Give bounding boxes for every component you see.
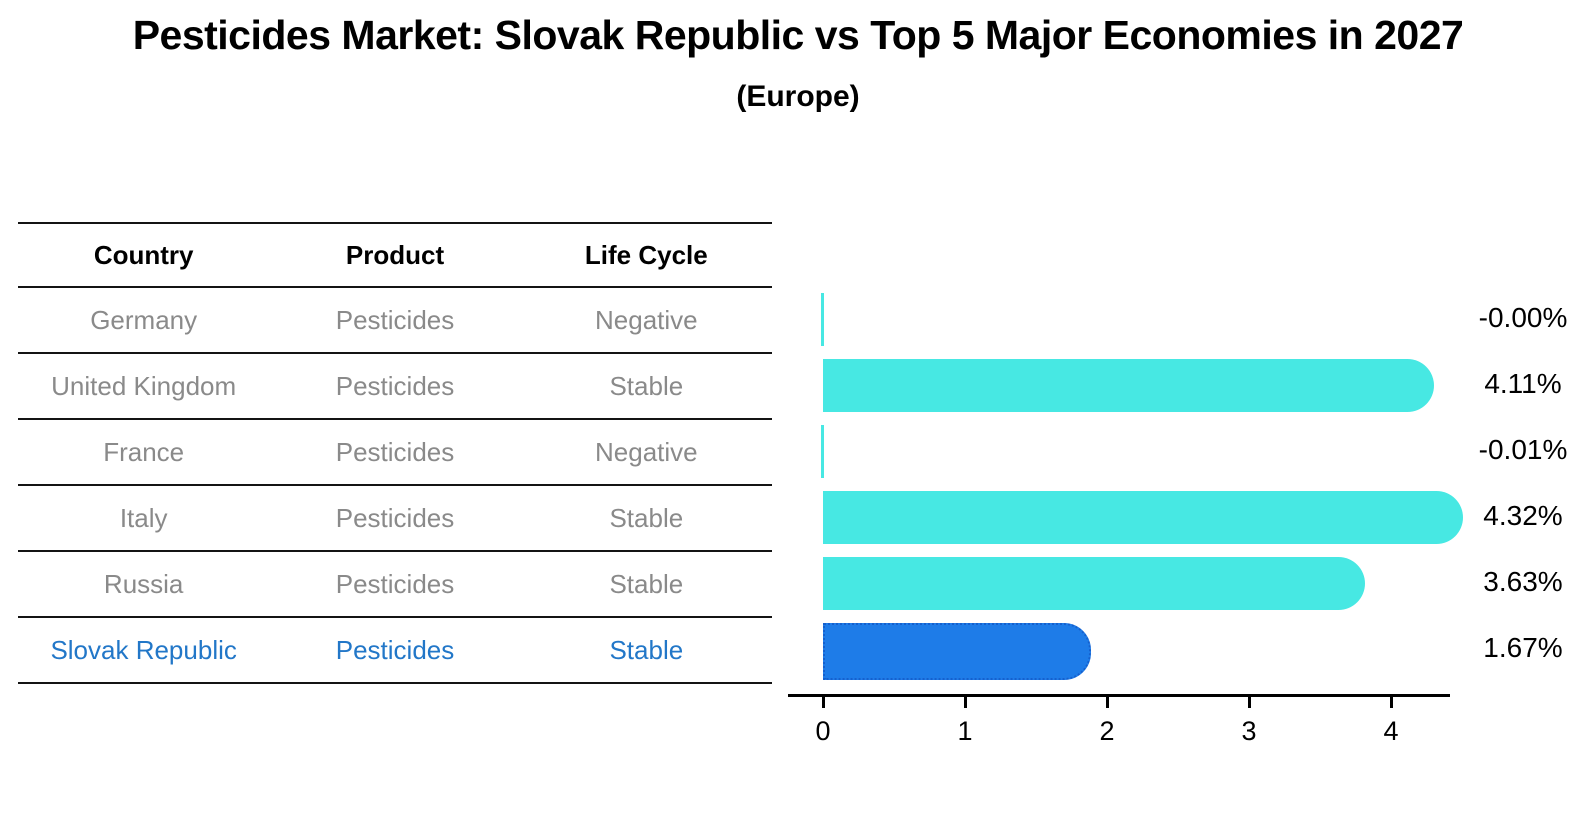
bar-value-label: 1.67% — [1483, 632, 1563, 663]
chart-bar — [823, 490, 1464, 544]
comparison-table: Country Product Life Cycle Germany Pesticide… — [18, 222, 772, 684]
table-header-cell-life-cycle: Life Cycle — [584, 239, 708, 270]
chart-bar — [821, 424, 824, 478]
table-row: Russia Pesticides Stable — [18, 552, 772, 618]
table-header-cell-country: Country — [93, 239, 194, 270]
x-axis-tick-label: 1 — [957, 716, 973, 746]
bar-value-label: -0.01% — [1478, 434, 1568, 465]
table-cell-country: Slovak Republic — [50, 634, 237, 665]
chart-bar-highlight — [823, 622, 1092, 680]
x-axis-tick-label: 2 — [1099, 716, 1115, 746]
table-cell-country: Russia — [103, 568, 184, 599]
table-row: Germany Pesticides Negative — [18, 288, 772, 354]
table-cell-product: Pesticides — [335, 634, 455, 665]
chart-bar — [823, 556, 1366, 610]
bar-value-label: 4.32% — [1483, 500, 1563, 531]
bar-value-label: 3.63% — [1483, 566, 1563, 597]
table-cell-life-cycle: Stable — [609, 502, 684, 533]
table-row: Slovak Republic Pesticides Stable — [18, 618, 772, 684]
table-cell-life-cycle: Negative — [595, 304, 698, 335]
table-cell-product: Pesticides — [335, 436, 455, 467]
x-axis-tick — [963, 697, 967, 708]
table-cell-country: France — [103, 436, 185, 467]
table-header-cell-product: Product — [345, 239, 445, 270]
table-row: Italy Pesticides Stable — [18, 486, 772, 552]
table-cell-product: Pesticides — [335, 304, 455, 335]
bar-value-label: 4.11% — [1484, 368, 1562, 399]
table-row: United Kingdom Pesticides Stable — [18, 354, 772, 420]
page-subtitle: (Europe) — [736, 80, 860, 113]
table-cell-product: Pesticides — [335, 370, 455, 401]
x-axis-tick — [1247, 697, 1251, 708]
table-cell-country: United Kingdom — [51, 370, 237, 401]
chart-bar — [821, 292, 824, 346]
table-header-row: Country Product Life Cycle — [18, 222, 772, 288]
table-cell-country: Italy — [119, 502, 168, 533]
table-cell-product: Pesticides — [335, 502, 455, 533]
x-axis-tick-label: 3 — [1241, 716, 1257, 746]
x-axis-tick-label: 0 — [815, 716, 831, 746]
x-axis-tick — [1389, 697, 1393, 708]
table-cell-life-cycle: Stable — [609, 370, 684, 401]
table-cell-life-cycle: Negative — [595, 436, 698, 467]
x-axis-line — [788, 694, 1450, 697]
table-cell-product: Pesticides — [335, 568, 455, 599]
chart-bar — [823, 358, 1434, 412]
page-title: Pesticides Market: Slovak Republic vs To… — [132, 12, 1464, 58]
x-axis-tick — [1105, 697, 1109, 708]
table-cell-life-cycle: Stable — [609, 634, 684, 665]
x-axis-tick — [821, 697, 825, 708]
x-axis-tick-label: 4 — [1383, 716, 1399, 746]
table-cell-country: Germany — [90, 304, 198, 335]
bar-value-label: -0.00% — [1478, 302, 1568, 333]
table-row: France Pesticides Negative — [18, 420, 772, 486]
table-cell-life-cycle: Stable — [609, 568, 684, 599]
